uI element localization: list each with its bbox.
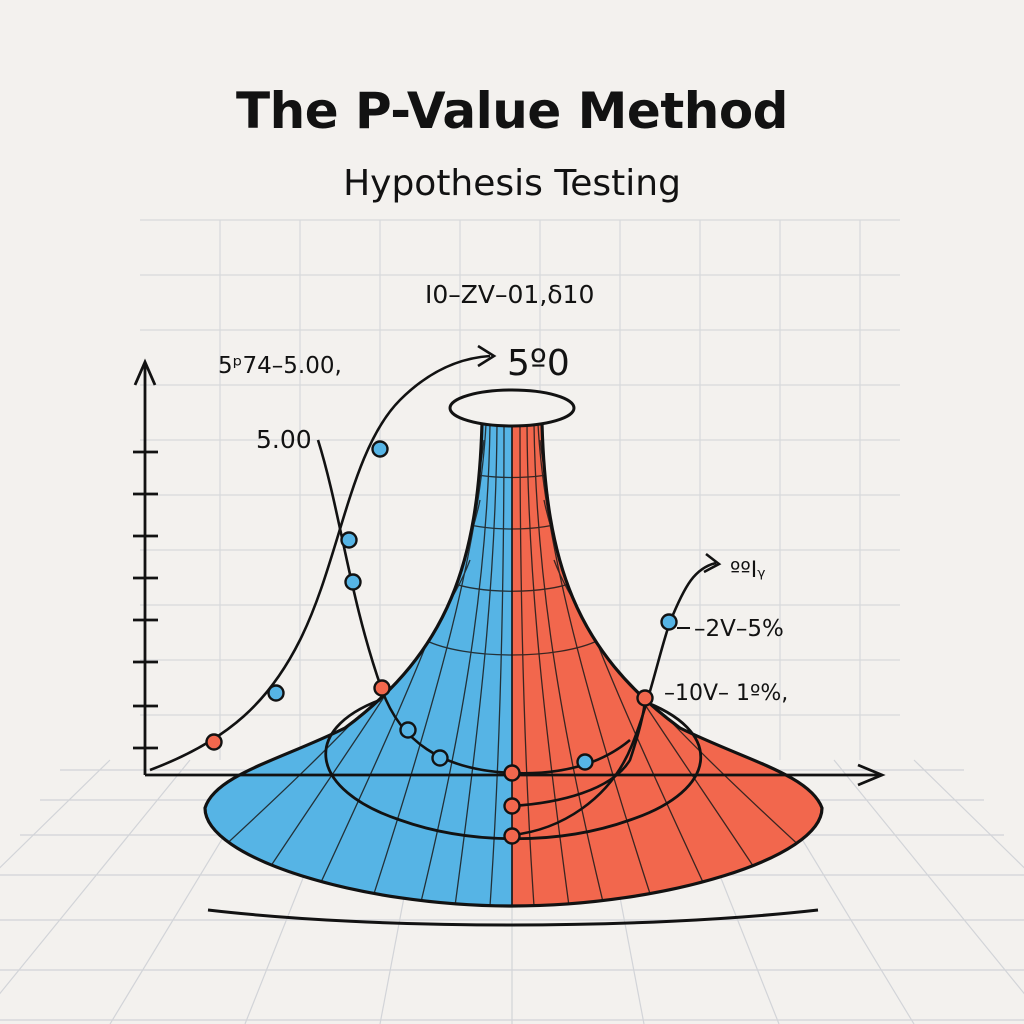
y-axis-arrow bbox=[133, 358, 157, 386]
label-top-center: I0–ZV–01,δ10 bbox=[425, 280, 594, 309]
point-blue-8 bbox=[660, 613, 678, 631]
lower-curve bbox=[511, 696, 647, 808]
point-blue-4 bbox=[344, 573, 362, 591]
point-red-3 bbox=[503, 764, 521, 782]
label-left-mid: 5.00 bbox=[256, 425, 312, 454]
point-red-1 bbox=[205, 733, 223, 751]
peak-cap bbox=[448, 388, 576, 428]
point-red-2 bbox=[373, 679, 391, 697]
label-right-mid: –2V–5% bbox=[694, 616, 784, 642]
label-right-low: –10V– 1º%, bbox=[664, 681, 788, 706]
ground-arc bbox=[207, 908, 819, 927]
page-title: The P-Value Method bbox=[236, 82, 788, 140]
rising-curve bbox=[149, 354, 491, 772]
page-subtitle: Hypothesis Testing bbox=[343, 163, 681, 204]
point-blue-3 bbox=[371, 440, 389, 458]
right-region bbox=[512, 424, 822, 906]
rising-curve-arrow bbox=[477, 344, 497, 368]
label-upper-left: 5ᵖ74–5.00, bbox=[218, 353, 342, 379]
point-blue-6 bbox=[431, 749, 449, 767]
point-blue-1 bbox=[267, 684, 285, 702]
bell-surface bbox=[203, 388, 824, 908]
right-curve-arrow bbox=[703, 552, 722, 574]
x-axis-arrow bbox=[857, 763, 886, 787]
point-red-4 bbox=[503, 797, 521, 815]
label-peak: 5º0 bbox=[507, 343, 570, 384]
point-red-5 bbox=[503, 827, 521, 845]
point-red-6 bbox=[636, 689, 654, 707]
left-region bbox=[205, 424, 512, 906]
label-right-top: ººIᵧ bbox=[730, 558, 765, 583]
point-blue-5 bbox=[399, 721, 417, 739]
point-blue-2 bbox=[340, 531, 358, 549]
data-points bbox=[205, 440, 678, 845]
point-blue-7 bbox=[576, 753, 594, 771]
